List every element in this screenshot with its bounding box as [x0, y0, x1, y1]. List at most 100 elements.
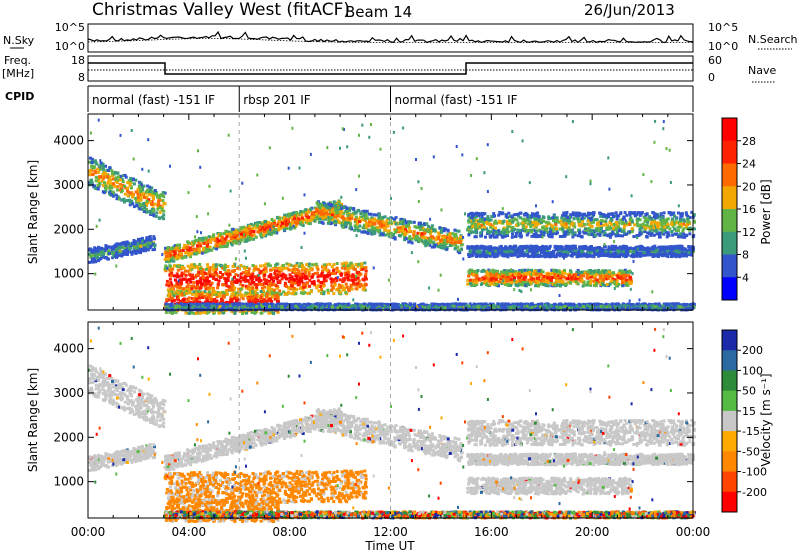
power-cell: [511, 232, 514, 236]
power-cell: [262, 277, 266, 281]
power-cell: [566, 277, 570, 281]
power-cell: [252, 233, 256, 237]
power-cell: [153, 189, 157, 192]
power-cell: [516, 223, 520, 227]
noise-panel: N.Sky 10^5 10^0 10^5 10^0 N.Search: [3, 21, 798, 53]
power-cell: [287, 212, 291, 216]
power-cell: [201, 236, 205, 240]
power-cell: [130, 252, 134, 256]
cpid-segment-label: normal (fast) -151 IF: [395, 93, 518, 107]
power-cell: [268, 222, 272, 225]
power-cell: [589, 278, 593, 282]
power-cell: [215, 295, 219, 299]
power-cell: [187, 312, 191, 315]
power-cell: [483, 225, 487, 229]
power-cell: [627, 222, 631, 226]
power-cell: [176, 243, 180, 247]
power-cell: [394, 216, 398, 220]
power-cell: [257, 277, 261, 281]
power-cell: [117, 175, 121, 179]
power-cell: [169, 253, 173, 257]
power-cell: [270, 310, 274, 314]
power-cell: [346, 264, 350, 268]
power-cell: [420, 232, 424, 236]
power-cell: [239, 280, 243, 284]
power-cell: [278, 217, 282, 221]
power-cell: [323, 204, 327, 208]
power-cell: [264, 262, 268, 266]
power-cell: [195, 273, 199, 277]
power-cell: [646, 231, 650, 235]
power-cell: [145, 208, 148, 211]
power-cell: [234, 273, 238, 277]
power-cell: [326, 288, 330, 292]
power-cell: [192, 299, 196, 303]
power-cell: [261, 292, 265, 296]
power-cell: [259, 232, 263, 236]
power-cell: [293, 281, 297, 285]
power-cell: [139, 244, 143, 248]
power-cell: [111, 194, 115, 198]
power-cell: [293, 269, 297, 273]
power-cell: [305, 209, 309, 213]
power-cell: [287, 268, 291, 272]
power-cell: [262, 264, 266, 268]
power-cell: [166, 257, 170, 261]
power-cell: [577, 231, 581, 235]
power-cell: [269, 297, 272, 301]
power-cell: [273, 272, 277, 275]
power-cell: [214, 270, 217, 274]
power-cell: [459, 235, 463, 239]
power-cell: [456, 245, 460, 249]
power-cell: [267, 262, 271, 266]
power-cell: [177, 297, 180, 301]
power-cell: [630, 230, 634, 234]
power-cell: [225, 230, 228, 233]
power-cell: [619, 218, 623, 222]
power-cell: [319, 273, 323, 277]
power-cell: [250, 311, 254, 314]
power-cell: [342, 205, 346, 209]
power-cell: [178, 249, 182, 253]
power-cell: [625, 213, 629, 217]
power-cell: [198, 263, 202, 266]
power-cell: [291, 211, 295, 215]
power-cell: [249, 291, 253, 294]
power-cell: [348, 274, 352, 278]
power-cell: [235, 296, 239, 300]
power-cell: [294, 271, 298, 275]
power-cell: [138, 180, 141, 184]
power-cell: [325, 268, 329, 272]
power-cell: [178, 284, 182, 288]
power-cell: [95, 249, 98, 253]
power-cell: [119, 178, 122, 182]
power-cell: [90, 161, 94, 165]
power-cell: [341, 288, 345, 292]
power-cell: [251, 293, 255, 297]
power-cell: [212, 298, 216, 302]
power-cell: [290, 275, 294, 279]
power-cell: [245, 229, 249, 233]
power-cell: [156, 207, 160, 211]
power-cell: [255, 298, 259, 302]
power-cell: [180, 271, 184, 275]
power-cell: [342, 216, 346, 220]
power-cell: [88, 173, 92, 177]
nave-tick-bottom: 0: [708, 71, 715, 84]
power-cell: [221, 273, 225, 276]
power-cell: [256, 221, 260, 225]
power-cell: [201, 268, 205, 272]
power-cell: [260, 222, 264, 226]
power-cell: [178, 278, 182, 282]
power-cell: [442, 227, 446, 231]
power-cell: [148, 185, 152, 189]
power-cell: [349, 265, 353, 269]
power-cell: [340, 210, 344, 214]
power-cell: [94, 160, 98, 164]
power-cell: [146, 184, 150, 188]
power-cell: [145, 210, 149, 214]
power-cell: [474, 215, 478, 219]
power-cell: [275, 216, 279, 220]
power-cell: [204, 285, 208, 289]
